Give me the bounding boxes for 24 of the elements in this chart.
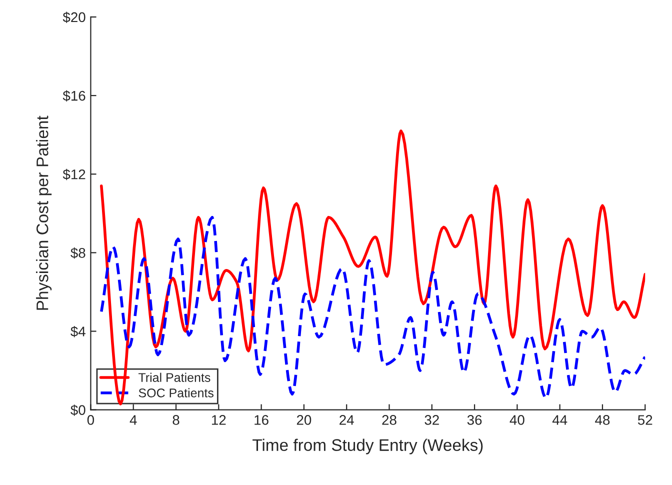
y-tick-label: $20 [62, 12, 86, 23]
y-tick-label: $16 [62, 90, 86, 102]
y-tick-label: $12 [62, 168, 86, 180]
legend-label: Trial Patients [138, 372, 210, 382]
x-tick-label: 12 [212, 415, 226, 425]
x-tick-label: 52 [638, 415, 652, 425]
x-tick-label: 36 [467, 415, 482, 425]
y-axis-title: Physician Cost per Patient [36, 116, 52, 310]
x-tick-label: 40 [510, 415, 524, 425]
x-tick-label: 20 [296, 415, 312, 425]
y-tick-label: $4 [70, 326, 86, 338]
x-tick-label: 8 [172, 415, 180, 425]
y-tick-label: $0 [70, 404, 86, 416]
x-tick-label: 28 [382, 415, 396, 425]
x-tick-label: 24 [340, 415, 354, 425]
x-axis-title: Time from Study Entry (Weeks) [252, 438, 483, 454]
x-tick-label: 4 [130, 415, 137, 425]
legend-label: SOC Patients [138, 388, 214, 398]
x-tick-label: 0 [87, 415, 94, 425]
y-tick-label: $8 [70, 247, 86, 259]
x-tick-label: 48 [595, 415, 610, 425]
x-tick-label: 16 [254, 415, 268, 425]
x-tick-label: 44 [552, 415, 568, 425]
x-tick-label: 32 [424, 415, 439, 425]
